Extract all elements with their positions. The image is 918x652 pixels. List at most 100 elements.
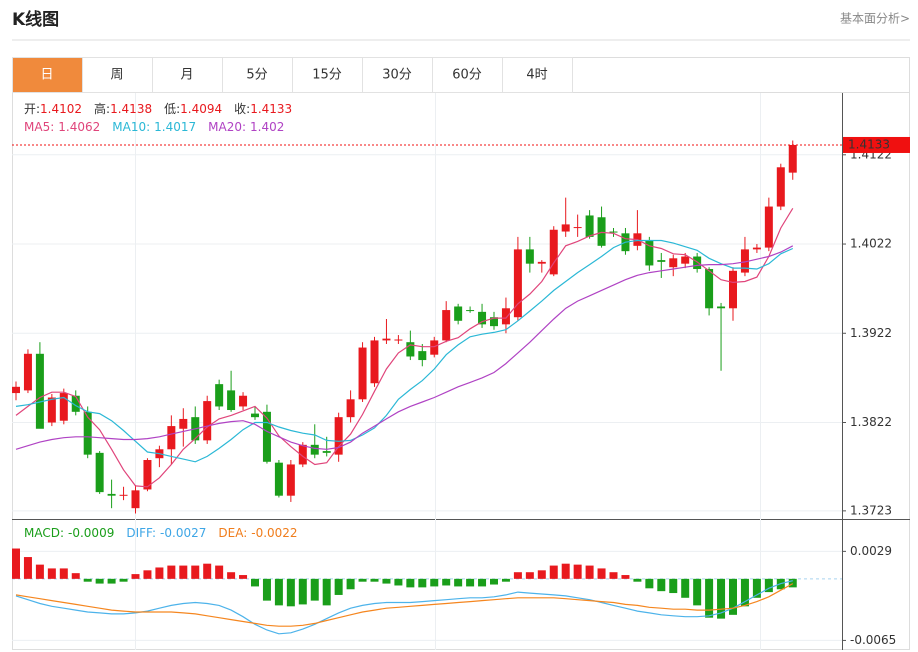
macd-bar bbox=[752, 578, 761, 598]
macd-bar bbox=[621, 575, 630, 579]
y-tick-label: 1.4022 bbox=[850, 237, 892, 251]
macd-bar bbox=[12, 548, 20, 579]
legend-value: -0.0022 bbox=[251, 526, 297, 540]
tab[interactable] bbox=[82, 57, 153, 93]
macd-bar bbox=[501, 578, 510, 582]
candle-body bbox=[776, 167, 785, 207]
macd-bar bbox=[406, 578, 415, 588]
tab-label[interactable]: 4时 bbox=[526, 68, 547, 83]
candle-body bbox=[454, 306, 463, 321]
macd-bar bbox=[549, 565, 558, 579]
macd-bar bbox=[573, 564, 582, 579]
ma-line bbox=[15, 239, 794, 463]
tab-label[interactable]: 60分 bbox=[452, 68, 482, 83]
candle-body bbox=[346, 399, 355, 418]
candle-body bbox=[107, 493, 116, 496]
legend: MACD: -0.0009 DIFF: -0.0027 DEA: -0.0022 bbox=[24, 526, 298, 540]
tab[interactable] bbox=[152, 57, 223, 93]
legend-value: -0.0027 bbox=[160, 526, 206, 540]
candle-body bbox=[740, 249, 749, 273]
macd-bar bbox=[585, 565, 594, 579]
candle-body bbox=[215, 384, 224, 407]
tab[interactable] bbox=[222, 57, 293, 93]
macd-bar bbox=[119, 578, 128, 582]
vertical-grid bbox=[135, 93, 761, 650]
tab[interactable] bbox=[362, 57, 433, 93]
ma-line bbox=[15, 245, 794, 450]
macd-bar bbox=[717, 578, 726, 619]
macd-bar bbox=[729, 578, 737, 615]
candle-body bbox=[23, 353, 32, 391]
legend-label: MA5: bbox=[24, 120, 54, 134]
candle-body bbox=[657, 260, 666, 262]
macd-bar bbox=[298, 578, 307, 605]
macd-bar bbox=[525, 572, 534, 579]
candle-body bbox=[597, 217, 606, 246]
tab-label[interactable]: 30分 bbox=[382, 68, 412, 83]
candle-body bbox=[95, 452, 104, 493]
tab-label[interactable]: 5分 bbox=[246, 68, 267, 83]
legend-value: 1.4102 bbox=[40, 102, 82, 116]
candle-body bbox=[59, 393, 68, 421]
tab-label[interactable]: 月 bbox=[180, 68, 193, 83]
candle-body bbox=[501, 308, 510, 325]
candle-body bbox=[513, 249, 522, 318]
macd-bar bbox=[23, 557, 32, 579]
macd-bar bbox=[346, 578, 355, 590]
candle-body bbox=[167, 426, 176, 450]
legend-value: 1.4094 bbox=[180, 102, 222, 116]
tab[interactable] bbox=[12, 57, 83, 93]
macd-bar bbox=[764, 578, 773, 593]
candle-body bbox=[466, 310, 475, 312]
candle-body bbox=[406, 342, 415, 357]
macd-line bbox=[15, 583, 794, 627]
candle-body bbox=[681, 256, 690, 264]
tab-label[interactable]: 日 bbox=[40, 68, 53, 83]
macd-bar bbox=[561, 563, 570, 579]
macd-bar bbox=[370, 578, 379, 582]
candle-body bbox=[478, 311, 487, 325]
candle-body bbox=[752, 247, 761, 250]
macd-bar bbox=[597, 568, 606, 579]
macd-bar bbox=[262, 578, 271, 601]
macd-bar bbox=[47, 568, 56, 579]
macd-bar bbox=[430, 578, 439, 587]
ma-line bbox=[15, 207, 794, 488]
candle-body bbox=[490, 317, 498, 327]
candle-body bbox=[310, 444, 319, 455]
macd-bar bbox=[167, 565, 176, 579]
y-tick-label: 1.3822 bbox=[850, 415, 892, 429]
candle-body bbox=[262, 411, 271, 462]
candle-body bbox=[71, 395, 80, 412]
macd-bar bbox=[466, 578, 475, 587]
candle-body bbox=[143, 459, 152, 490]
y-tick-label: 1.3922 bbox=[850, 326, 892, 340]
macd-bar bbox=[693, 578, 702, 606]
candle-body bbox=[298, 444, 307, 465]
candle-body bbox=[47, 397, 56, 423]
macd-bar bbox=[490, 578, 498, 585]
candle-body bbox=[83, 411, 92, 455]
tab[interactable] bbox=[292, 57, 363, 93]
tab[interactable] bbox=[502, 57, 573, 93]
macd-bar bbox=[537, 570, 546, 579]
fundamental-link[interactable]: 基本面分析> bbox=[840, 12, 910, 26]
candle-body bbox=[788, 144, 797, 173]
candle-body bbox=[274, 462, 283, 496]
candle-body bbox=[729, 270, 737, 309]
legend-label: 开: bbox=[24, 102, 40, 116]
macd-bar bbox=[251, 578, 259, 587]
macd-bar bbox=[310, 578, 319, 601]
legend: MA5: 1.4062 MA10: 1.4017 MA20: 1.402 bbox=[24, 120, 284, 134]
legend-label: 高: bbox=[94, 101, 110, 116]
macd-bar bbox=[478, 578, 487, 587]
tab-label[interactable]: 15分 bbox=[312, 68, 342, 83]
macd-bar bbox=[740, 578, 749, 607]
macd-bar bbox=[95, 578, 104, 584]
macd-bar bbox=[274, 578, 283, 606]
candle-body bbox=[418, 351, 427, 361]
tab-label[interactable]: 周 bbox=[110, 68, 123, 83]
candle-body bbox=[119, 494, 128, 496]
candle-body bbox=[430, 340, 439, 355]
